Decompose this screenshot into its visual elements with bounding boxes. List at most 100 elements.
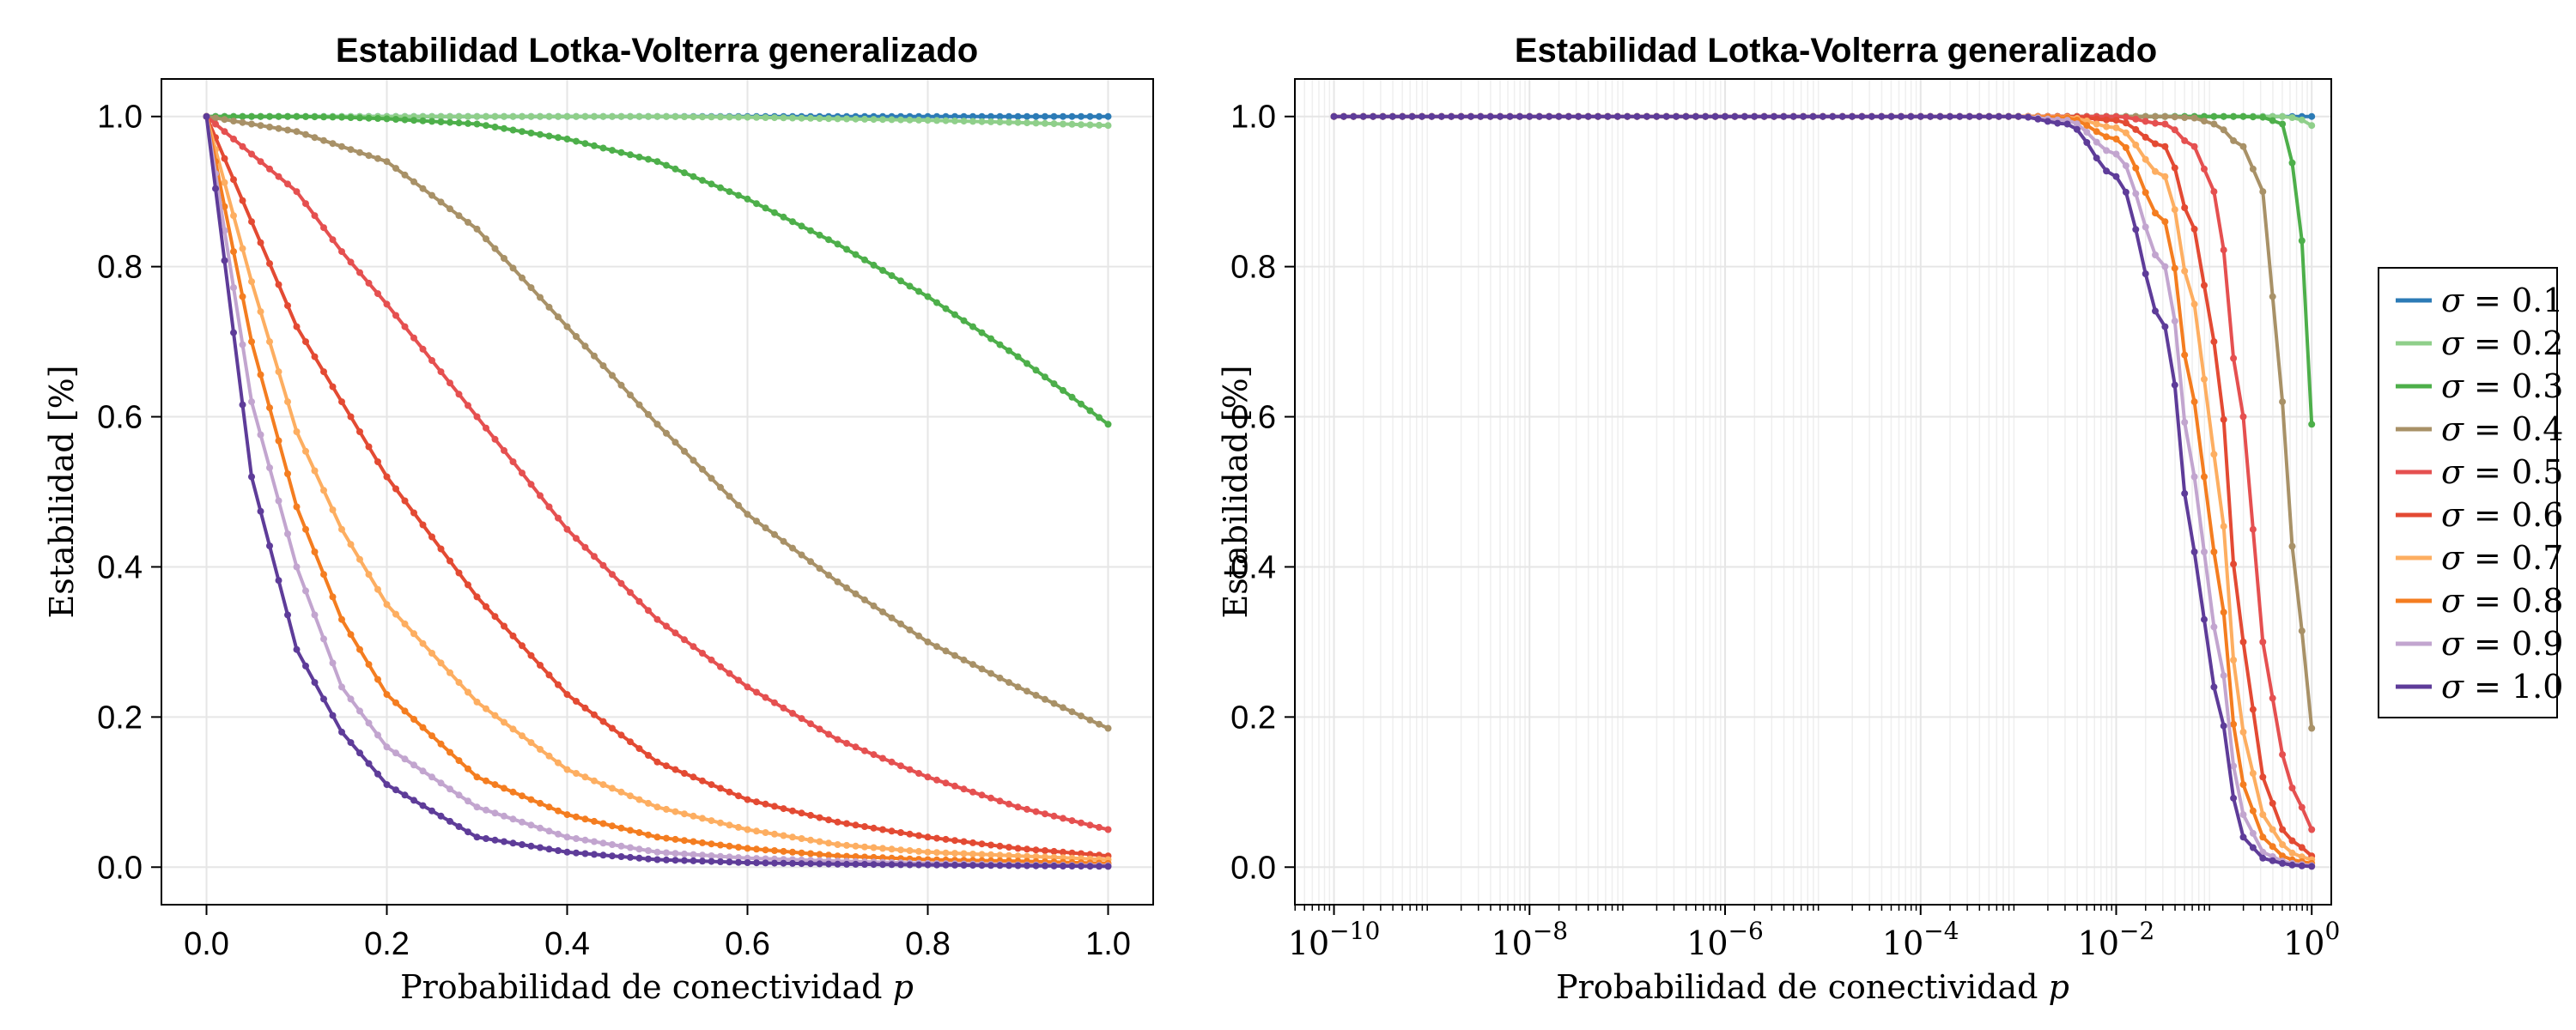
- right-data-point: [2112, 117, 2120, 124]
- right-data-point: [2269, 857, 2276, 864]
- left-data-point: [392, 610, 399, 618]
- left-data-point: [392, 116, 399, 123]
- right-data-point: [2249, 844, 2257, 851]
- right-data-point: [2171, 381, 2178, 389]
- right-data-point: [2220, 415, 2227, 423]
- left-data-point: [473, 833, 481, 841]
- left-data-point: [230, 329, 237, 336]
- left-y-tick-label: 0.8: [97, 250, 143, 286]
- left-data-point: [501, 446, 507, 454]
- left-data-point: [465, 402, 471, 409]
- right-data-point: [2298, 844, 2306, 851]
- left-data-point: [924, 638, 932, 645]
- left-data-point: [671, 857, 679, 864]
- left-data-point: [329, 140, 337, 148]
- left-data-point: [987, 670, 994, 677]
- left-data-point: [861, 823, 868, 830]
- right-data-point: [1760, 112, 1768, 120]
- left-data-point: [726, 493, 733, 500]
- left-data-point: [816, 838, 823, 845]
- left-data-point: [257, 158, 264, 166]
- left-data-point: [897, 762, 904, 770]
- left-data-point: [509, 839, 517, 847]
- left-data-point: [834, 841, 841, 848]
- left-data-point: [447, 118, 453, 126]
- left-data-point: [293, 563, 301, 571]
- left-data-point: [563, 136, 571, 142]
- left-data-point: [1078, 400, 1084, 408]
- left-data-point: [708, 840, 715, 848]
- right-data-point: [2239, 638, 2247, 645]
- left-data-point: [996, 851, 1004, 859]
- left-data-point: [239, 112, 246, 120]
- left-data-point: [969, 788, 976, 796]
- left-data-point: [671, 112, 679, 120]
- left-data-point: [1050, 700, 1058, 707]
- left-data-point: [465, 797, 471, 805]
- right-data-point: [2259, 773, 2267, 781]
- left-data-point: [861, 843, 868, 851]
- right-data-point: [2269, 117, 2276, 124]
- left-data-point: [1050, 812, 1058, 820]
- left-data-point: [483, 835, 489, 842]
- left-data-point: [807, 720, 814, 728]
- left-data-point: [527, 796, 535, 803]
- left-data-point: [843, 584, 850, 591]
- left-data-point: [609, 852, 616, 860]
- right-data-point: [1633, 112, 1641, 120]
- left-data-point: [969, 862, 976, 869]
- left-data-point: [293, 645, 301, 653]
- right-data-point: [2190, 300, 2198, 308]
- left-data-point: [870, 602, 878, 609]
- left-data-point: [527, 112, 535, 120]
- left-x-tick-label: 0.8: [905, 926, 951, 962]
- left-data-point: [275, 437, 283, 445]
- left-data-point: [735, 676, 742, 684]
- left-data-point: [1042, 847, 1048, 854]
- right-data-point: [2279, 120, 2287, 128]
- left-data-point: [563, 833, 571, 841]
- left-data-point: [681, 850, 688, 857]
- left-data-point: [717, 483, 724, 491]
- right-data-point: [2210, 338, 2218, 346]
- left-data-point: [545, 132, 553, 140]
- left-data-point: [897, 116, 904, 124]
- left-data-point: [527, 130, 535, 136]
- left-data-point: [473, 773, 481, 781]
- right-data-point: [1741, 112, 1748, 120]
- right-data-point: [2288, 159, 2296, 167]
- left-data-point: [617, 148, 625, 156]
- right-data-point: [2005, 112, 2013, 120]
- left-data-point: [275, 112, 283, 120]
- left-data-point: [942, 305, 950, 312]
- right-data-point: [2210, 120, 2218, 128]
- right-data-point: [2181, 267, 2189, 275]
- right-data-point: [1546, 112, 1553, 120]
- left-data-point: [807, 811, 814, 819]
- left-data-point: [519, 732, 526, 740]
- right-data-point: [1838, 112, 1846, 120]
- left-data-point: [1005, 862, 1012, 869]
- left-data-point: [645, 112, 652, 120]
- right-data-point: [2308, 724, 2316, 732]
- left-data-point: [455, 679, 463, 687]
- left-data-point: [807, 227, 814, 234]
- left-data-point: [465, 688, 471, 696]
- left-data-point: [816, 115, 823, 122]
- left-data-point: [870, 116, 878, 124]
- left-data-point: [1050, 120, 1058, 128]
- left-data-point: [555, 759, 562, 766]
- right-data-point: [1419, 112, 1425, 120]
- left-data-point: [284, 180, 291, 188]
- right-data-point: [1731, 112, 1739, 120]
- right-data-point: [1604, 112, 1612, 120]
- right-panel: Estabilidad Lotka-Volterra generalizado …: [1217, 32, 2340, 1006]
- left-data-point: [753, 688, 760, 696]
- left-data-point: [555, 681, 562, 688]
- left-data-point: [356, 114, 363, 122]
- left-data-point: [573, 849, 580, 857]
- left-data-point: [1068, 817, 1076, 825]
- left-data-point: [771, 209, 778, 216]
- left-data-point: [843, 740, 850, 747]
- left-data-point: [599, 839, 607, 847]
